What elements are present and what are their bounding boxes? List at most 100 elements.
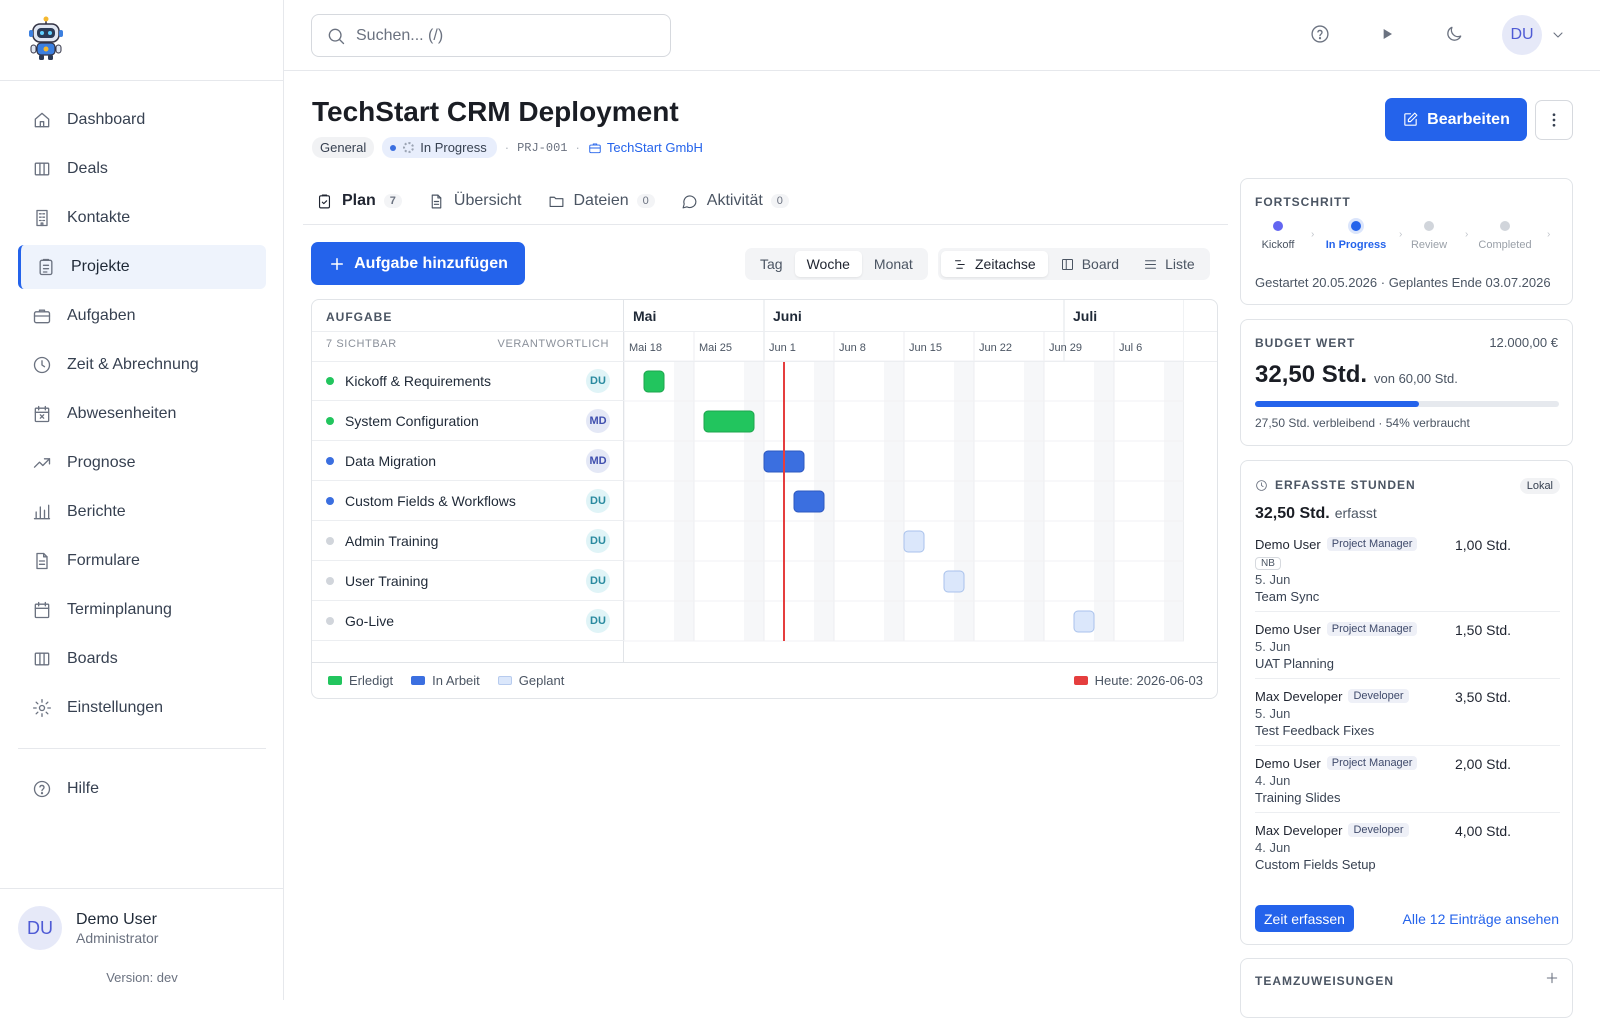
entry-user-line: Max Developer Developer [1255, 821, 1560, 839]
step-dot [1273, 221, 1283, 231]
task-row[interactable]: Data Migration MD [312, 441, 624, 481]
scale-woche[interactable]: Woche [794, 251, 862, 277]
owner-avatar: DU [586, 608, 610, 633]
gantt-chart: AUFGABE 7 SICHTBAR VERANTWORTLICH Mai Jun… [311, 299, 1218, 699]
add-task-button[interactable]: Aufgabe hinzufügen [311, 242, 525, 285]
task-row[interactable]: System Configuration MD [312, 401, 624, 441]
add-team-member-button[interactable] [1544, 970, 1560, 986]
month-label: Juni [773, 308, 802, 324]
hours-card: ERFASSTE STUNDEN Lokal 32,50 Std. erfasst… [1240, 460, 1573, 945]
task-bar [793, 490, 825, 513]
sidebar-item-aufgaben[interactable]: Aufgaben [18, 294, 266, 338]
search-input[interactable] [356, 26, 656, 45]
sidebar-item-abwesenheiten[interactable]: Abwesenheiten [18, 392, 266, 436]
owner-avatar: MD [586, 448, 610, 473]
avatar[interactable]: DU [1502, 15, 1542, 55]
time-entry[interactable]: Demo User Project Manager NB 5. Jun Team Syn… [1255, 533, 1560, 612]
tab-aktivitat[interactable]: Aktivität 0 [668, 183, 802, 219]
view-zeitachse[interactable]: Zeitachse [941, 251, 1048, 277]
user-card[interactable]: DU Demo User Administrator [18, 906, 158, 950]
divider [0, 888, 284, 889]
clipboard-icon [39, 258, 53, 276]
task-name: Admin Training [345, 532, 439, 549]
robot-logo-icon[interactable] [26, 16, 66, 62]
column-header-task: AUFGABE [326, 310, 393, 324]
task-name: Data Migration [345, 452, 437, 469]
sidebar-item-einstellungen[interactable]: Einstellungen [18, 686, 266, 730]
user-name: Demo User [76, 911, 157, 928]
page-title: TechStart CRM Deployment [312, 96, 679, 127]
help-button[interactable] [1310, 24, 1334, 48]
time-entry[interactable]: Demo User Project Manager 5. Jun UAT Planni… [1255, 618, 1560, 679]
calendar-icon [34, 601, 50, 619]
time-entry[interactable]: Max Developer Developer 5. Jun Test Feedbac… [1255, 685, 1560, 746]
sidebar-item-label: Kontakte [67, 209, 131, 226]
search-box[interactable] [311, 14, 671, 57]
scale-monat[interactable]: Monat [873, 256, 913, 272]
task-row[interactable]: Admin Training DU [312, 521, 624, 561]
week-label: Jun 22 [979, 342, 1012, 354]
task-row[interactable]: Custom Fields & Workflows DU [312, 481, 624, 521]
step-review: Review [1404, 221, 1454, 251]
tab-dateien[interactable]: Dateien 0 [535, 183, 668, 219]
sidebar-item-projekte[interactable]: Projekte [18, 245, 266, 289]
step-label: Completed [1478, 239, 1532, 251]
file-text-icon [431, 194, 442, 208]
scale-tag[interactable]: Tag [760, 256, 783, 272]
time-entry[interactable]: Max Developer Developer 4. Jun Custom Field… [1255, 819, 1560, 879]
tab-ubersicht[interactable]: Übersicht [415, 183, 535, 219]
entry-user: Demo User [1255, 755, 1321, 771]
sidebar-item-boards[interactable]: Boards [18, 637, 266, 681]
company-name: TechStart GmbH [606, 140, 703, 155]
tab-count: 7 [383, 194, 402, 208]
sidebar-item-deals[interactable]: Deals [18, 147, 266, 191]
play-button[interactable] [1377, 24, 1401, 48]
tab-count: 0 [770, 194, 789, 208]
weekend-shade [1164, 361, 1184, 641]
status-dot [326, 576, 334, 585]
task-row[interactable]: Go-Live DU [312, 601, 624, 641]
sidebar-item-zeit-abrechnung[interactable]: Zeit & Abrechnung [18, 343, 266, 387]
time-entry[interactable]: Demo User Project Manager 4. Jun Training S… [1255, 752, 1560, 813]
clipboard-check-icon [318, 194, 331, 208]
legend-label: Erledigt [349, 673, 394, 688]
log-time-button[interactable]: Zeit erfassen [1255, 905, 1354, 932]
step-dot [1351, 221, 1361, 231]
columns-icon [34, 652, 50, 666]
company-link[interactable]: TechStart GmbH [588, 140, 703, 155]
play-icon [1383, 29, 1392, 39]
sidebar-item-kontakte[interactable]: Kontakte [18, 196, 266, 240]
sidebar-item-berichte[interactable]: Berichte [18, 490, 266, 534]
view-liste[interactable]: Liste [1131, 251, 1207, 277]
dark-mode-toggle[interactable] [1444, 24, 1468, 48]
sidebar-item-terminplanung[interactable]: Terminplanung [18, 588, 266, 632]
plus-icon [331, 257, 344, 270]
view-all-link[interactable]: Alle 12 Einträge ansehen [1402, 911, 1559, 927]
sidebar-item-dashboard[interactable]: Dashboard [18, 98, 266, 142]
sidebar-item-prognose[interactable]: Prognose [18, 441, 266, 485]
weekend-shade [1094, 361, 1114, 641]
more-options-button[interactable] [1535, 100, 1573, 140]
sidebar-item-formulare[interactable]: Formulare [18, 539, 266, 583]
task-row[interactable]: Kickoff & Requirements DU [312, 361, 624, 401]
sidebar-item-label: Abwesenheiten [67, 405, 177, 422]
week-label: Jun 8 [839, 342, 866, 354]
legend-done: Erledigt [328, 673, 393, 688]
chevron-down-icon[interactable] [1550, 27, 1566, 43]
budget-summary: 27,50 Std. verbleibend · 54% verbraucht [1255, 416, 1470, 430]
view-board[interactable]: Board [1048, 251, 1131, 277]
sidebar-item-hilfe[interactable]: Hilfe [18, 767, 266, 811]
clock-icon [33, 356, 51, 374]
edit-button[interactable]: Bearbeiten [1385, 98, 1527, 141]
step-label: Kickoff [1261, 239, 1295, 251]
owner-avatar: DU [586, 528, 610, 553]
card-title: BUDGET WERT [1255, 336, 1356, 350]
task-row[interactable]: User Training DU [312, 561, 624, 601]
divider [312, 361, 1217, 362]
tab-plan[interactable]: Plan 7 [303, 183, 415, 219]
entry-user: Max Developer [1255, 688, 1343, 704]
entry-user-line: Demo User Project Manager [1255, 535, 1560, 553]
entry-hours: 1,00 Std. [1455, 537, 1512, 553]
month-label: Mai [633, 308, 656, 324]
step-completed: Completed [1472, 221, 1538, 251]
